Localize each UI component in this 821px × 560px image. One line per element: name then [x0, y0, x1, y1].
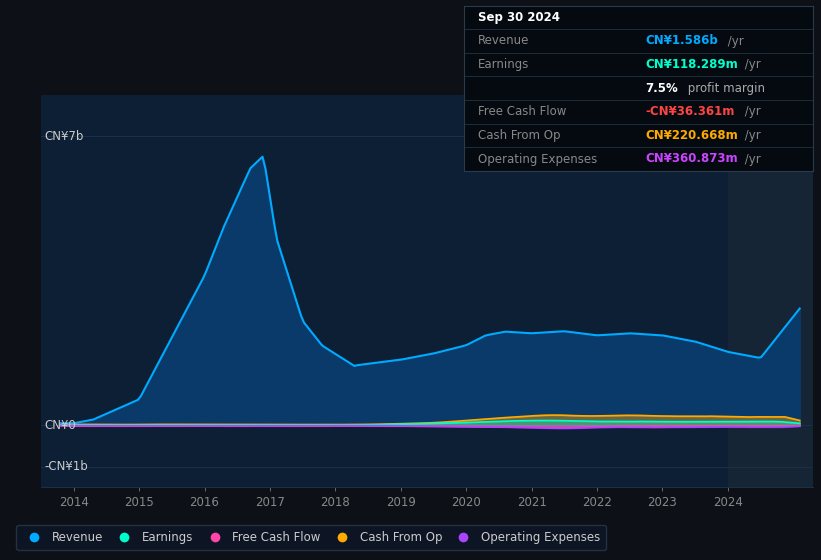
Text: CN¥0: CN¥0 [44, 419, 76, 432]
Bar [727, 95, 813, 487]
Text: CN¥360.873m: CN¥360.873m [645, 152, 738, 166]
Text: /yr: /yr [741, 58, 761, 71]
Text: 7.5%: 7.5% [645, 82, 678, 95]
Text: Cash From Op: Cash From Op [478, 129, 560, 142]
Text: /yr: /yr [741, 105, 761, 118]
Text: Sep 30 2024: Sep 30 2024 [478, 11, 560, 24]
Text: CN¥220.668m: CN¥220.668m [645, 129, 738, 142]
Text: CN¥7b: CN¥7b [44, 130, 84, 143]
Text: CN¥1.586b: CN¥1.586b [645, 35, 718, 48]
Text: profit margin: profit margin [685, 82, 765, 95]
Text: /yr: /yr [741, 129, 761, 142]
Text: Free Cash Flow: Free Cash Flow [478, 105, 566, 118]
Text: Earnings: Earnings [478, 58, 530, 71]
Text: -CN¥1b: -CN¥1b [44, 460, 88, 473]
Text: /yr: /yr [741, 152, 761, 166]
Text: Operating Expenses: Operating Expenses [478, 152, 597, 166]
Text: -CN¥36.361m: -CN¥36.361m [645, 105, 735, 118]
Text: /yr: /yr [724, 35, 744, 48]
Legend: Revenue, Earnings, Free Cash Flow, Cash From Op, Operating Expenses: Revenue, Earnings, Free Cash Flow, Cash … [16, 525, 606, 550]
Text: Revenue: Revenue [478, 35, 530, 48]
Text: CN¥118.289m: CN¥118.289m [645, 58, 738, 71]
